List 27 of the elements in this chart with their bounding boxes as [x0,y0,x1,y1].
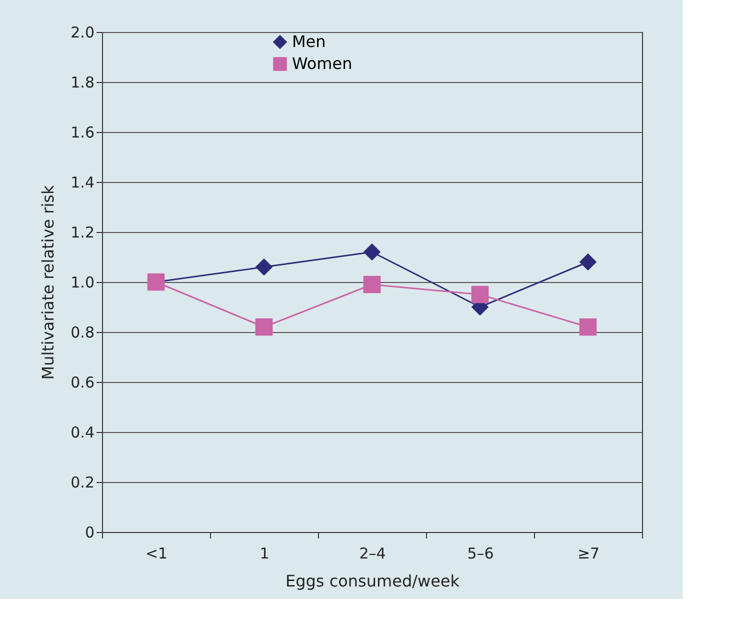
point [363,276,381,294]
x-tick-label: 5–6 [467,544,494,562]
y-tick-label: 0 [84,524,94,542]
point [579,318,597,336]
point [471,286,489,304]
y-tick-label: 0.6 [70,374,94,392]
x-axis-title: Eggs consumed/week [285,572,460,590]
x-tick-label: 1 [260,544,270,562]
y-tick-label: 0.8 [70,324,94,342]
point [255,318,273,336]
y-tick-label: 1.6 [70,124,94,142]
point [363,243,381,261]
point [255,258,273,276]
point [579,253,597,271]
y-tick-label: 1.0 [70,274,94,292]
legend-label: Women [292,54,352,73]
x-tick-label: 2–4 [359,544,386,562]
y-tick-label: 0.2 [70,474,94,492]
y-tick-label: 1.8 [70,74,94,92]
y-tick-label: 2.0 [70,24,94,42]
y-tick-label: 1.2 [70,224,94,242]
x-tick-label: <1 [145,544,168,562]
x-tick-label: ≥7 [577,544,600,562]
y-tick-label: 0.4 [70,424,94,442]
y-axis-title: Multivariate relative risk [38,184,58,380]
legend-label: Men [292,32,326,51]
y-tick-label: 1.4 [70,174,94,192]
